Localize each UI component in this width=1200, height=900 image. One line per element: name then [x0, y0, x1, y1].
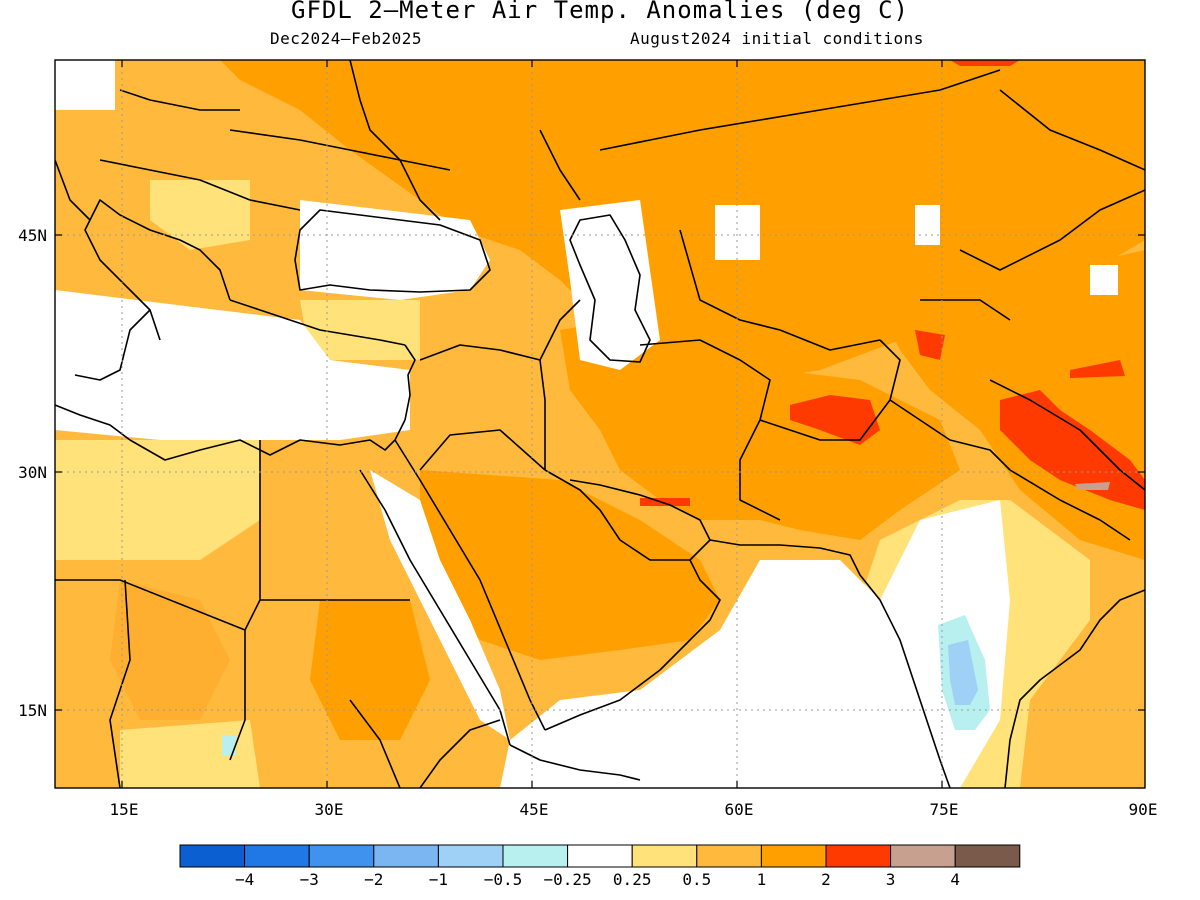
- lon-label-45e: 45E: [520, 800, 549, 819]
- lon-label-75e: 75E: [930, 800, 959, 819]
- colorbar-swatch-10: [825, 844, 892, 868]
- colorbar-label-2: −2: [364, 870, 383, 889]
- colorbar-label-5: −0.25: [544, 870, 592, 889]
- colorbar-label-6: 0.25: [613, 870, 652, 889]
- lon-label-60e: 60E: [725, 800, 754, 819]
- colorbar-swatch-1: [244, 844, 310, 868]
- colorbar-label-7: 0.5: [682, 870, 711, 889]
- colorbar-label-0: −4: [235, 870, 254, 889]
- colorbar-swatch-6: [567, 844, 633, 868]
- lon-label-15e: 15E: [110, 800, 139, 819]
- colorbar: [179, 844, 1021, 868]
- colorbar-label-4: −0.5: [484, 870, 523, 889]
- colorbar-swatch-5: [502, 844, 569, 868]
- forecast-season: Dec2024—Feb2025: [270, 29, 422, 48]
- colorbar-swatch-0: [179, 844, 246, 868]
- anomaly-field: [55, 60, 1145, 788]
- colorbar-label-11: 4: [950, 870, 960, 889]
- lon-label-90e: 90E: [1129, 800, 1158, 819]
- map-title: GFDL 2—Meter Air Temp. Anomalies (deg C): [291, 0, 909, 24]
- colorbar-swatch-3: [373, 844, 439, 868]
- colorbar-label-3: −1: [429, 870, 448, 889]
- colorbar-swatch-8: [696, 844, 762, 868]
- axis-ticks: [55, 60, 1145, 788]
- colorbar-swatch-12: [954, 844, 1021, 868]
- lon-label-30e: 30E: [315, 800, 344, 819]
- coastlines-borders: [55, 60, 1145, 788]
- colorbar-label-1: −3: [300, 870, 319, 889]
- colorbar-swatch-2: [308, 844, 375, 868]
- colorbar-label-9: 2: [821, 870, 831, 889]
- colorbar-labels: −4 −3 −2 −1 −0.5 −0.25 0.25 0.5 1 2 3 4: [235, 870, 960, 889]
- colorbar-label-8: 1: [757, 870, 767, 889]
- initial-conditions: August2024 initial conditions: [630, 29, 924, 48]
- colorbar-label-10: 3: [886, 870, 896, 889]
- colorbar-swatch-4: [437, 844, 504, 868]
- colorbar-swatch-7: [631, 844, 698, 868]
- colorbar-swatch-11: [890, 844, 956, 868]
- map-frame: [54, 59, 1146, 789]
- gridlines: [55, 60, 1145, 788]
- lat-label-45n: 45N: [18, 226, 47, 245]
- lat-label-15n: 15N: [18, 701, 47, 720]
- lat-label-30n: 30N: [18, 463, 47, 482]
- colorbar-swatch-9: [760, 844, 827, 868]
